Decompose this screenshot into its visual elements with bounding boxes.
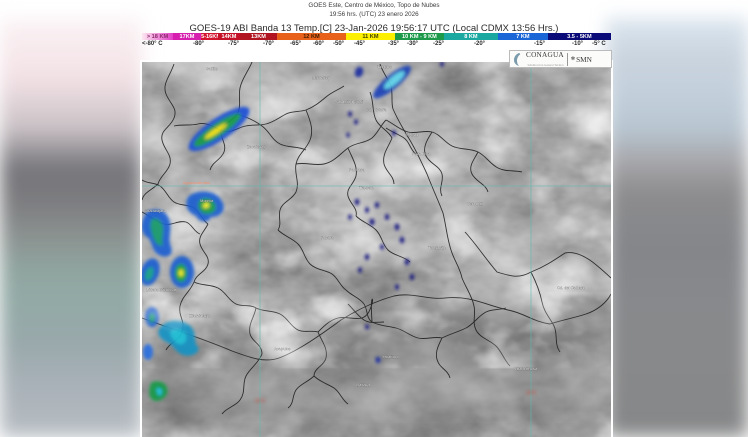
- svg-text:Pachuca: Pachuca: [349, 167, 365, 172]
- svg-text:Aguascalientes: Aguascalientes: [183, 180, 210, 185]
- svg-text:Tehuacán: Tehuacán: [428, 245, 445, 250]
- svg-text:Guadalajara: Guadalajara: [144, 208, 167, 213]
- svg-text:Oaxaca: Oaxaca: [356, 382, 371, 387]
- svg-text:Zihuatanejo: Zihuatanejo: [189, 313, 211, 318]
- svg-text:19°N: 19°N: [255, 398, 265, 403]
- svg-text:Puebla: Puebla: [321, 235, 334, 240]
- svg-text:Zacatecas: Zacatecas: [247, 144, 265, 149]
- svg-text:Huatulco: Huatulco: [383, 354, 400, 359]
- svg-text:Cd. Victoria: Cd. Victoria: [366, 107, 387, 112]
- svg-text:Villahermosa: Villahermosa: [514, 366, 538, 371]
- svg-text:18°N: 18°N: [526, 390, 536, 395]
- svg-text:Poza Rica: Poza Rica: [412, 151, 431, 156]
- svg-text:Tlaxcala: Tlaxcala: [359, 185, 375, 190]
- svg-text:Saltillo: Saltillo: [206, 66, 219, 71]
- svg-text:Veracruz: Veracruz: [467, 201, 483, 206]
- svg-text:Cd. del Carmen: Cd. del Carmen: [557, 285, 585, 290]
- svg-text:San Luis Potosí: San Luis Potosí: [335, 99, 364, 104]
- svg-text:Tuxpan: Tuxpan: [405, 132, 418, 137]
- svg-text:Monterrey: Monterrey: [312, 75, 330, 80]
- svg-text:Acapulco: Acapulco: [274, 346, 291, 351]
- svg-text:Lázaro Cárdenas: Lázaro Cárdenas: [146, 287, 177, 292]
- svg-text:Morelia: Morelia: [200, 198, 214, 203]
- svg-text:Tampico: Tampico: [377, 64, 393, 69]
